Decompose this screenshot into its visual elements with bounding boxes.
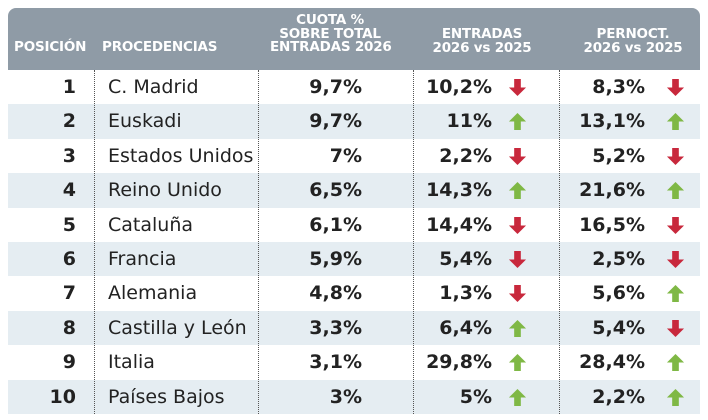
arrow-up-icon bbox=[508, 182, 527, 200]
entradas-value: 29,8% bbox=[426, 351, 492, 374]
arrow-up-icon bbox=[666, 182, 685, 200]
header-pernoct-line-1: PERNOCT. bbox=[596, 26, 670, 42]
entradas-value: 2,2% bbox=[439, 144, 492, 167]
arrow-down-icon bbox=[666, 250, 685, 269]
origin-name: Castilla y León bbox=[108, 316, 247, 339]
arrow-up-icon bbox=[666, 285, 685, 303]
origin-name: Cataluña bbox=[108, 213, 194, 236]
arrow-down-icon bbox=[508, 285, 527, 303]
arrow-down-icon bbox=[508, 216, 527, 234]
table-header: POSICIÓN PROCEDENCIAS CUOTA % SOBRE TOTA… bbox=[8, 8, 700, 70]
pernoct-value: 5,4% bbox=[592, 316, 645, 339]
share-value: 3,3% bbox=[309, 316, 362, 339]
arrow-up-icon bbox=[508, 319, 527, 337]
origin-name: Países Bajos bbox=[108, 385, 225, 408]
pernoct-value: 13,1% bbox=[579, 110, 645, 133]
share-value: 3,1% bbox=[309, 351, 362, 374]
table-body: 1 C. Madrid 9,7% 10,2% 8,3% 2 Euskadi 9,7% 11% 13… bbox=[8, 70, 700, 414]
position-cell: 6 bbox=[62, 248, 76, 270]
table-row: 2 Euskadi 9,7% 11% 13,1% bbox=[8, 104, 700, 139]
header-pernoct: PERNOCT. 2026 vs 2025 bbox=[573, 26, 693, 56]
arrow-up-icon bbox=[508, 388, 527, 406]
header-posicion: POSICIÓN bbox=[14, 39, 87, 55]
position-cell: 1 bbox=[62, 76, 76, 98]
position-cell: 3 bbox=[62, 144, 76, 167]
arrow-up-icon bbox=[508, 354, 527, 372]
position-cell: 5 bbox=[62, 213, 76, 236]
ranking-table: POSICIÓN PROCEDENCIAS CUOTA % SOBRE TOTA… bbox=[8, 8, 700, 414]
header-cuota-line-3: ENTRADAS 2026 bbox=[270, 39, 392, 55]
table-row: 9 Italia 3,1% 29,8% 28,4% bbox=[8, 345, 700, 380]
pernoct-value: 2,5% bbox=[592, 248, 645, 270]
position-cell: 10 bbox=[49, 385, 76, 408]
arrow-down-icon bbox=[666, 319, 685, 337]
header-cuota: CUOTA % SOBRE TOTAL ENTRADAS 2026 bbox=[270, 12, 392, 55]
origin-name: Reino Unido bbox=[108, 179, 222, 202]
pernoct-value: 21,6% bbox=[579, 179, 645, 202]
position-cell: 8 bbox=[62, 316, 76, 339]
share-value: 9,7% bbox=[309, 110, 362, 133]
table-row: 10 Países Bajos 3% 5% 2,2% bbox=[8, 379, 700, 414]
header-cuota-line-1: CUOTA % bbox=[296, 12, 364, 28]
pernoct-value: 16,5% bbox=[579, 213, 645, 236]
table-row: 5 Cataluña 6,1% 14,4% 16,5% bbox=[8, 207, 700, 242]
header-pernoct-line-2: 2026 vs 2025 bbox=[583, 39, 683, 56]
share-value: 7% bbox=[329, 144, 362, 167]
entradas-value: 6,4% bbox=[439, 316, 492, 339]
origin-name: Estados Unidos bbox=[108, 144, 254, 167]
share-value: 4,8% bbox=[309, 282, 362, 305]
entradas-value: 14,3% bbox=[426, 179, 492, 202]
header-cuota-line-2: SOBRE TOTAL bbox=[279, 25, 381, 42]
position-cell: 4 bbox=[62, 179, 76, 202]
arrow-down-icon bbox=[666, 78, 685, 97]
pernoct-value: 2,2% bbox=[592, 385, 645, 408]
arrow-down-icon bbox=[508, 78, 527, 97]
header-entradas: ENTRADAS 2026 vs 2025 bbox=[422, 26, 542, 56]
header-entradas-line-2: 2026 vs 2025 bbox=[432, 39, 532, 56]
pernoct-value: 5,2% bbox=[592, 144, 645, 167]
share-value: 3% bbox=[329, 385, 362, 408]
table-row: 4 Reino Unido 6,5% 14,3% 21,6% bbox=[8, 173, 700, 208]
share-value: 5,9% bbox=[309, 248, 362, 270]
table-row: 3 Estados Unidos 7% 2,2% 5,2% bbox=[8, 138, 700, 174]
header-entradas-line-1: ENTRADAS bbox=[441, 26, 523, 42]
column-divider bbox=[258, 70, 259, 414]
arrow-down-icon bbox=[508, 147, 527, 165]
pernoct-value: 8,3% bbox=[592, 76, 645, 98]
table-row: 1 C. Madrid 9,7% 10,2% 8,3% bbox=[8, 70, 700, 105]
share-value: 6,1% bbox=[309, 213, 362, 236]
entradas-value: 11% bbox=[446, 110, 492, 133]
origin-name: Alemania bbox=[108, 282, 198, 305]
pernoct-value: 28,4% bbox=[579, 351, 645, 374]
origin-name: Italia bbox=[108, 351, 155, 374]
entradas-value: 14,4% bbox=[426, 213, 492, 236]
arrow-up-icon bbox=[666, 113, 685, 131]
arrow-up-icon bbox=[508, 113, 527, 131]
origin-name: Euskadi bbox=[108, 110, 182, 133]
position-cell: 7 bbox=[62, 282, 76, 305]
share-value: 6,5% bbox=[309, 179, 362, 202]
arrow-down-icon bbox=[508, 250, 527, 269]
column-divider bbox=[559, 70, 560, 414]
entradas-value: 5% bbox=[459, 385, 492, 408]
arrow-down-icon bbox=[666, 147, 685, 165]
table-row: 8 Castilla y León 3,3% 6,4% 5,4% bbox=[8, 310, 700, 346]
entradas-value: 10,2% bbox=[426, 76, 492, 98]
column-divider bbox=[413, 70, 414, 414]
origin-name: Francia bbox=[108, 248, 177, 270]
position-cell: 2 bbox=[62, 110, 76, 133]
column-divider bbox=[94, 70, 95, 414]
pernoct-value: 5,6% bbox=[592, 282, 645, 305]
entradas-value: 5,4% bbox=[439, 248, 492, 270]
entradas-value: 1,3% bbox=[439, 282, 492, 305]
arrow-up-icon bbox=[666, 388, 685, 406]
table-row: 7 Alemania 4,8% 1,3% 5,6% bbox=[8, 276, 700, 311]
table-row: 6 Francia 5,9% 5,4% 2,5% bbox=[8, 242, 700, 277]
arrow-up-icon bbox=[666, 354, 685, 372]
origin-name: C. Madrid bbox=[108, 76, 199, 98]
header-procedencias: PROCEDENCIAS bbox=[102, 39, 218, 55]
share-value: 9,7% bbox=[309, 76, 362, 98]
position-cell: 9 bbox=[62, 351, 76, 374]
arrow-down-icon bbox=[666, 216, 685, 234]
